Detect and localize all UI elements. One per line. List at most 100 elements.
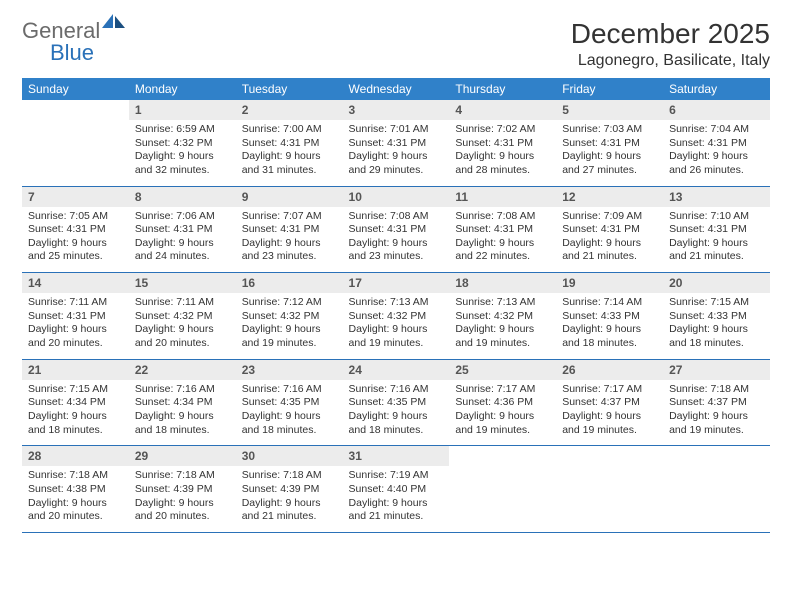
day-number: 19 <box>556 273 663 293</box>
calendar-cell: 12Sunrise: 7:09 AMSunset: 4:31 PMDayligh… <box>556 186 663 273</box>
day-number: 24 <box>343 360 450 380</box>
day-number: 6 <box>663 100 770 120</box>
day-number: 20 <box>663 273 770 293</box>
day-number: 8 <box>129 187 236 207</box>
day-info: Sunrise: 7:16 AMSunset: 4:34 PMDaylight:… <box>129 380 236 446</box>
calendar-cell: 10Sunrise: 7:08 AMSunset: 4:31 PMDayligh… <box>343 186 450 273</box>
calendar-cell: 24Sunrise: 7:16 AMSunset: 4:35 PMDayligh… <box>343 359 450 446</box>
calendar-cell: 29Sunrise: 7:18 AMSunset: 4:39 PMDayligh… <box>129 446 236 533</box>
calendar-table: SundayMondayTuesdayWednesdayThursdayFrid… <box>22 78 770 533</box>
calendar-cell: 2Sunrise: 7:00 AMSunset: 4:31 PMDaylight… <box>236 100 343 186</box>
day-info: Sunrise: 7:16 AMSunset: 4:35 PMDaylight:… <box>236 380 343 446</box>
day-number: 26 <box>556 360 663 380</box>
day-info: Sunrise: 7:10 AMSunset: 4:31 PMDaylight:… <box>663 207 770 273</box>
calendar-cell: 23Sunrise: 7:16 AMSunset: 4:35 PMDayligh… <box>236 359 343 446</box>
day-info: Sunrise: 7:06 AMSunset: 4:31 PMDaylight:… <box>129 207 236 273</box>
calendar-cell: 14Sunrise: 7:11 AMSunset: 4:31 PMDayligh… <box>22 273 129 360</box>
day-info: Sunrise: 7:18 AMSunset: 4:39 PMDaylight:… <box>236 466 343 532</box>
calendar-cell: 31Sunrise: 7:19 AMSunset: 4:40 PMDayligh… <box>343 446 450 533</box>
day-number: 5 <box>556 100 663 120</box>
day-number: 28 <box>22 446 129 466</box>
calendar-cell <box>663 446 770 533</box>
calendar-cell: 21Sunrise: 7:15 AMSunset: 4:34 PMDayligh… <box>22 359 129 446</box>
weekday-header: Wednesday <box>343 78 450 100</box>
calendar-cell <box>22 100 129 186</box>
calendar-cell: 16Sunrise: 7:12 AMSunset: 4:32 PMDayligh… <box>236 273 343 360</box>
calendar-body: 1Sunrise: 6:59 AMSunset: 4:32 PMDaylight… <box>22 100 770 532</box>
calendar-cell: 3Sunrise: 7:01 AMSunset: 4:31 PMDaylight… <box>343 100 450 186</box>
day-number: 11 <box>449 187 556 207</box>
logo-text-blue: Blue <box>50 40 124 66</box>
day-info: Sunrise: 7:09 AMSunset: 4:31 PMDaylight:… <box>556 207 663 273</box>
day-number: 16 <box>236 273 343 293</box>
day-number: 1 <box>129 100 236 120</box>
title-block: December 2025 Lagonegro, Basilicate, Ita… <box>571 18 770 70</box>
day-info: Sunrise: 7:13 AMSunset: 4:32 PMDaylight:… <box>449 293 556 359</box>
calendar-cell: 20Sunrise: 7:15 AMSunset: 4:33 PMDayligh… <box>663 273 770 360</box>
day-number: 22 <box>129 360 236 380</box>
day-info: Sunrise: 7:11 AMSunset: 4:32 PMDaylight:… <box>129 293 236 359</box>
day-info: Sunrise: 7:08 AMSunset: 4:31 PMDaylight:… <box>343 207 450 273</box>
day-number: 31 <box>343 446 450 466</box>
calendar-cell: 30Sunrise: 7:18 AMSunset: 4:39 PMDayligh… <box>236 446 343 533</box>
calendar-cell: 13Sunrise: 7:10 AMSunset: 4:31 PMDayligh… <box>663 186 770 273</box>
day-number: 2 <box>236 100 343 120</box>
logo: General Blue <box>22 18 124 66</box>
day-info: Sunrise: 7:18 AMSunset: 4:38 PMDaylight:… <box>22 466 129 532</box>
day-number: 13 <box>663 187 770 207</box>
weekday-header: Saturday <box>663 78 770 100</box>
day-number: 12 <box>556 187 663 207</box>
calendar-cell: 11Sunrise: 7:08 AMSunset: 4:31 PMDayligh… <box>449 186 556 273</box>
day-number: 25 <box>449 360 556 380</box>
calendar-cell: 22Sunrise: 7:16 AMSunset: 4:34 PMDayligh… <box>129 359 236 446</box>
day-number: 14 <box>22 273 129 293</box>
calendar-cell: 18Sunrise: 7:13 AMSunset: 4:32 PMDayligh… <box>449 273 556 360</box>
calendar-cell: 7Sunrise: 7:05 AMSunset: 4:31 PMDaylight… <box>22 186 129 273</box>
day-info: Sunrise: 7:16 AMSunset: 4:35 PMDaylight:… <box>343 380 450 446</box>
calendar-cell: 27Sunrise: 7:18 AMSunset: 4:37 PMDayligh… <box>663 359 770 446</box>
header: General Blue December 2025 Lagonegro, Ba… <box>22 18 770 70</box>
calendar-cell <box>556 446 663 533</box>
location-subtitle: Lagonegro, Basilicate, Italy <box>571 52 770 70</box>
calendar-cell: 6Sunrise: 7:04 AMSunset: 4:31 PMDaylight… <box>663 100 770 186</box>
day-info: Sunrise: 7:01 AMSunset: 4:31 PMDaylight:… <box>343 120 450 186</box>
day-info: Sunrise: 7:14 AMSunset: 4:33 PMDaylight:… <box>556 293 663 359</box>
logo-sail-icon <box>102 19 126 36</box>
day-info: Sunrise: 7:12 AMSunset: 4:32 PMDaylight:… <box>236 293 343 359</box>
calendar-cell <box>449 446 556 533</box>
calendar-cell: 28Sunrise: 7:18 AMSunset: 4:38 PMDayligh… <box>22 446 129 533</box>
calendar-cell: 26Sunrise: 7:17 AMSunset: 4:37 PMDayligh… <box>556 359 663 446</box>
calendar-cell: 5Sunrise: 7:03 AMSunset: 4:31 PMDaylight… <box>556 100 663 186</box>
day-number: 15 <box>129 273 236 293</box>
day-info: Sunrise: 7:17 AMSunset: 4:36 PMDaylight:… <box>449 380 556 446</box>
day-number: 7 <box>22 187 129 207</box>
day-number: 4 <box>449 100 556 120</box>
day-number: 30 <box>236 446 343 466</box>
day-info: Sunrise: 7:04 AMSunset: 4:31 PMDaylight:… <box>663 120 770 186</box>
day-info: Sunrise: 7:18 AMSunset: 4:39 PMDaylight:… <box>129 466 236 532</box>
day-number: 27 <box>663 360 770 380</box>
day-info: Sunrise: 7:11 AMSunset: 4:31 PMDaylight:… <box>22 293 129 359</box>
day-number: 29 <box>129 446 236 466</box>
day-info: Sunrise: 7:03 AMSunset: 4:31 PMDaylight:… <box>556 120 663 186</box>
weekday-header: Friday <box>556 78 663 100</box>
calendar-cell: 8Sunrise: 7:06 AMSunset: 4:31 PMDaylight… <box>129 186 236 273</box>
calendar-cell: 4Sunrise: 7:02 AMSunset: 4:31 PMDaylight… <box>449 100 556 186</box>
calendar-header-row: SundayMondayTuesdayWednesdayThursdayFrid… <box>22 78 770 100</box>
calendar-cell: 1Sunrise: 6:59 AMSunset: 4:32 PMDaylight… <box>129 100 236 186</box>
weekday-header: Tuesday <box>236 78 343 100</box>
day-info: Sunrise: 7:05 AMSunset: 4:31 PMDaylight:… <box>22 207 129 273</box>
calendar-cell: 15Sunrise: 7:11 AMSunset: 4:32 PMDayligh… <box>129 273 236 360</box>
day-info: Sunrise: 7:00 AMSunset: 4:31 PMDaylight:… <box>236 120 343 186</box>
day-info: Sunrise: 7:08 AMSunset: 4:31 PMDaylight:… <box>449 207 556 273</box>
day-info: Sunrise: 7:07 AMSunset: 4:31 PMDaylight:… <box>236 207 343 273</box>
calendar-cell: 17Sunrise: 7:13 AMSunset: 4:32 PMDayligh… <box>343 273 450 360</box>
day-number: 10 <box>343 187 450 207</box>
day-info: Sunrise: 7:15 AMSunset: 4:33 PMDaylight:… <box>663 293 770 359</box>
day-info: Sunrise: 7:17 AMSunset: 4:37 PMDaylight:… <box>556 380 663 446</box>
day-number: 18 <box>449 273 556 293</box>
day-info: Sunrise: 7:13 AMSunset: 4:32 PMDaylight:… <box>343 293 450 359</box>
calendar-cell: 25Sunrise: 7:17 AMSunset: 4:36 PMDayligh… <box>449 359 556 446</box>
weekday-header: Monday <box>129 78 236 100</box>
day-info: Sunrise: 7:02 AMSunset: 4:31 PMDaylight:… <box>449 120 556 186</box>
